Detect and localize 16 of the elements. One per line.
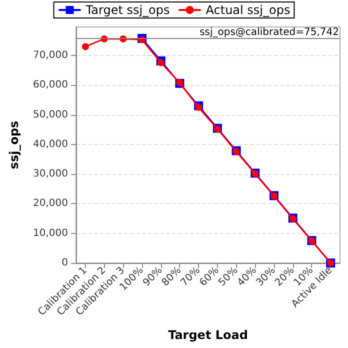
- y-tick-label: 0: [62, 258, 68, 268]
- legend-label: Actual ssj_ops: [206, 3, 290, 17]
- y-tick-label: 50,000: [33, 109, 68, 120]
- point: [82, 43, 89, 50]
- point: [195, 104, 202, 111]
- y-tick-label: 70,000: [33, 50, 68, 61]
- point: [157, 59, 164, 66]
- y-tick-label: 60,000: [33, 80, 68, 91]
- legend-label: Target ssj_ops: [84, 3, 170, 17]
- y-tick-label: 40,000: [33, 138, 68, 150]
- ref-line-label: ssj_ops@calibrated=75,742: [200, 26, 339, 38]
- y-axis-title: ssj_ops: [7, 120, 21, 170]
- x-axis-title: Target Load: [168, 328, 248, 342]
- y-tick-label: 20,000: [33, 198, 68, 210]
- y-tick-label: 10,000: [33, 228, 68, 239]
- y-tick-label: 30,000: [33, 168, 68, 180]
